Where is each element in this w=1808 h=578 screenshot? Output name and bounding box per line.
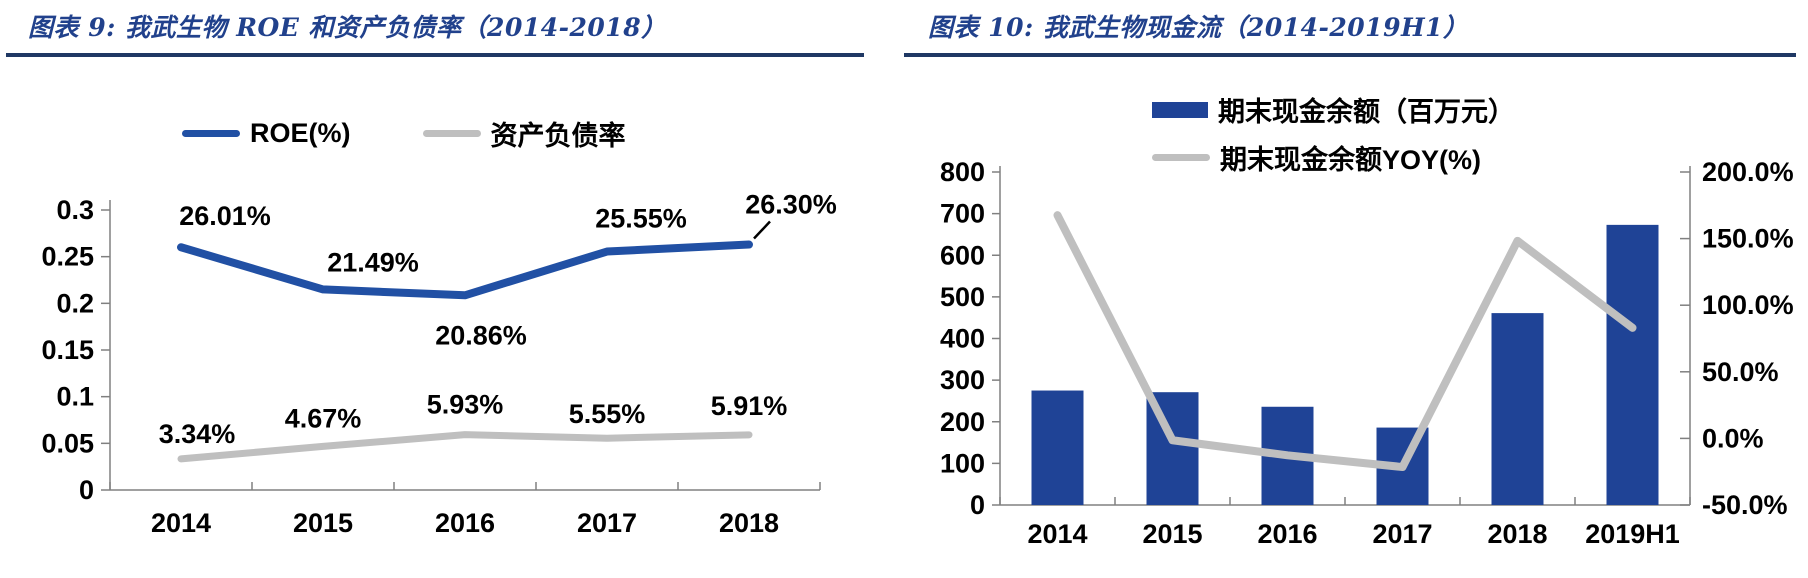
left-y-tick-label: 700 — [940, 199, 985, 229]
right-y-tick-label: 50.0% — [1702, 357, 1779, 387]
data-label: 25.55% — [595, 204, 687, 234]
cash-balance-bar — [1491, 313, 1544, 505]
left-y-tick-label: 200 — [940, 407, 985, 437]
right-y-tick-label: 200.0% — [1702, 157, 1794, 187]
data-label: 21.49% — [327, 247, 419, 277]
x-axis-label: 2017 — [1372, 519, 1432, 549]
legend-item-debt-ratio: 资产负债率 — [422, 114, 626, 153]
roe-series-line — [177, 240, 753, 300]
x-axis-label: 2016 — [435, 508, 495, 538]
data-label: 26.30% — [745, 190, 837, 220]
cash-flow-combo-chart: 800 700 600 500 400 300 200 100 0 200.0% 150.0% 100… — [940, 157, 1794, 549]
left-y-tick-label: 400 — [940, 324, 985, 354]
y-tick-label: 0 — [79, 475, 94, 505]
right-y-tick-label: 100.0% — [1702, 290, 1794, 320]
figure-9-title: 图表 9: 我武生物 ROE 和资产负债率（2014-2018） — [28, 13, 667, 42]
figure-10-title-rule — [904, 53, 1796, 57]
x-axis-label: 2015 — [293, 508, 353, 538]
data-label: 5.93% — [427, 390, 504, 420]
left-y-tick-label: 100 — [940, 448, 985, 478]
debt-ratio-legend-label: 资产负债率 — [490, 121, 626, 151]
figure-10-legend: 期末现金余额（百万元） 期末现金余额YOY(%) — [1152, 90, 1515, 177]
y-tick-label: 0.2 — [56, 288, 94, 318]
x-axis-label: 2018 — [719, 508, 779, 538]
right-y-tick-label: 150.0% — [1702, 224, 1794, 254]
legend-item-cash-yoy: 期末现金余额YOY(%) — [1152, 138, 1481, 177]
left-y-tick-label: 800 — [940, 157, 985, 187]
cash-yoy-legend-label: 期末现金余额YOY(%) — [1220, 145, 1482, 175]
data-label: 3.34% — [159, 419, 236, 449]
label-leader-line — [753, 220, 771, 240]
x-axis-label: 2016 — [1257, 519, 1317, 549]
x-axis-label: 2018 — [1487, 519, 1547, 549]
y-tick-label: 0.15 — [41, 335, 94, 365]
left-y-tick-label: 500 — [940, 282, 985, 312]
figure-9-panel: 图表 9: 我武生物 ROE 和资产负债率（2014-2018） ROE(%) … — [0, 0, 880, 578]
y-tick-label: 0.3 — [56, 195, 94, 225]
legend-item-cash-balance: 期末现金余额（百万元） — [1152, 90, 1515, 129]
right-y-tick-label: -50.0% — [1702, 490, 1788, 520]
cash-yoy-series-line — [1053, 211, 1637, 472]
figure-9-title-rule — [6, 53, 864, 57]
right-y-tick-label: 0.0% — [1702, 423, 1764, 453]
cash-balance-bar-swatch — [1152, 101, 1208, 118]
data-label: 5.91% — [711, 391, 788, 421]
roe-debt-ratio-line-chart: 0.3 0.25 0.2 0.15 0.1 0.05 0 2014 2015 2016 2017 20… — [41, 190, 837, 538]
x-axis-label: 2019H1 — [1585, 519, 1680, 549]
left-y-tick-label: 600 — [940, 240, 985, 270]
x-axis-label: 2014 — [1027, 519, 1087, 549]
left-y-tick-label: 0 — [970, 490, 985, 520]
y-tick-label: 0.25 — [41, 242, 94, 272]
data-label: 5.55% — [569, 399, 646, 429]
data-label: 4.67% — [285, 403, 362, 433]
roe-line-swatch — [182, 130, 240, 137]
x-axis-label: 2014 — [151, 508, 211, 538]
y-tick-label: 0.05 — [41, 428, 94, 458]
x-axis-label: 2015 — [1142, 519, 1202, 549]
cash-balance-legend-label: 期末现金余额（百万元） — [1218, 97, 1515, 127]
roe-legend-label: ROE(%) — [250, 118, 351, 148]
y-tick-label: 0.1 — [56, 382, 94, 412]
left-y-tick-label: 300 — [940, 365, 985, 395]
figure-10-panel: 图表 10: 我武生物现金流（2014-2019H1） 期末现金余额（百万元） … — [900, 0, 1808, 578]
data-label: 20.86% — [435, 320, 527, 350]
debt-ratio-line-swatch — [422, 130, 481, 137]
debt-ratio-series-line — [177, 431, 753, 463]
figure-9-legend: ROE(%) 资产负债率 — [182, 114, 626, 153]
cash-yoy-line-swatch — [1152, 154, 1210, 161]
x-axis-label: 2017 — [577, 508, 637, 538]
cash-balance-bar — [1031, 390, 1084, 505]
legend-item-roe: ROE(%) — [182, 118, 351, 149]
cash-balance-bar — [1606, 224, 1659, 505]
data-label: 26.01% — [179, 201, 271, 231]
figure-10-title: 图表 10: 我武生物现金流（2014-2019H1） — [928, 13, 1469, 42]
